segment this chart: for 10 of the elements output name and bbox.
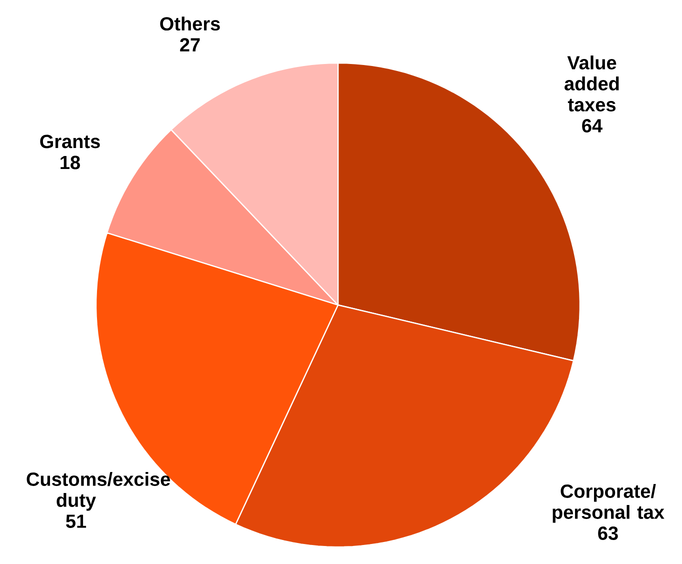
slice-label: Corporate/ personal tax bbox=[552, 484, 664, 523]
data-label: 64 bbox=[582, 119, 602, 132]
data-label: 18 bbox=[60, 156, 80, 170]
slice-label: Others bbox=[160, 16, 220, 31]
data-label: 63 bbox=[598, 526, 618, 540]
slice-label: Value added taxes bbox=[564, 56, 619, 112]
data-label: 51 bbox=[66, 514, 86, 528]
slice-label: Customs/excise duty bbox=[26, 472, 170, 511]
data-label: 27 bbox=[180, 38, 200, 52]
slice-label: Grants bbox=[40, 134, 100, 148]
